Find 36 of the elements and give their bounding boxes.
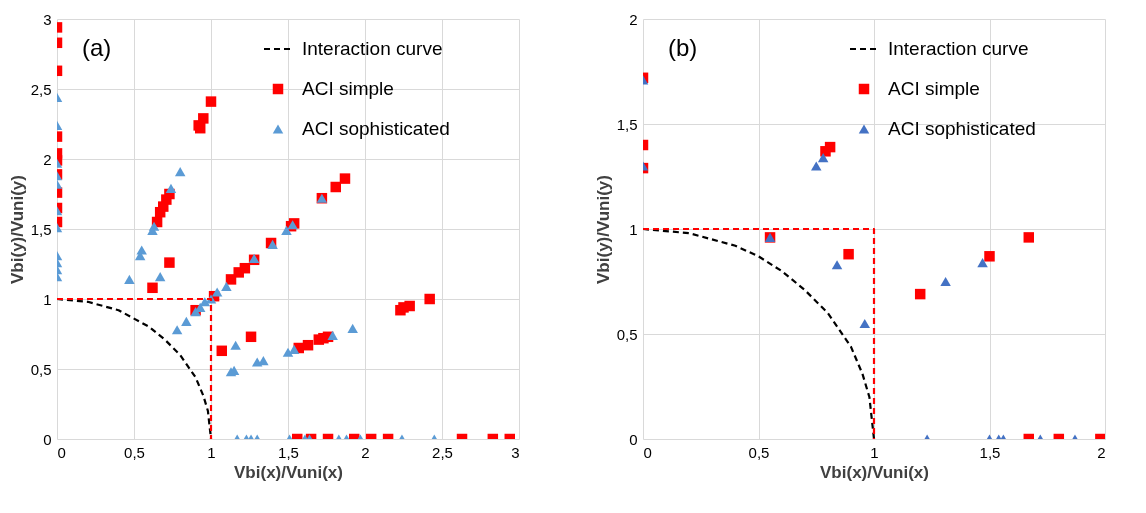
y-tick-label: 1,5 xyxy=(616,115,638,133)
x-tick-label: 0,5 xyxy=(748,443,770,461)
legend-label: Interaction curve xyxy=(302,38,443,59)
y-tick-label: 0 xyxy=(629,430,638,448)
legend-label: ACI simple xyxy=(302,78,394,99)
y-tick-label: 0 xyxy=(43,430,52,448)
legend-label: Interaction curve xyxy=(888,38,1029,59)
x-tick-label: 2,5 xyxy=(432,443,453,461)
x-tick-label: 1 xyxy=(870,443,879,461)
y-tick-label: 3 xyxy=(43,10,52,28)
legend-label: ACI simple xyxy=(888,78,980,99)
y-tick-label: 1,5 xyxy=(30,220,52,238)
y-tick-label: 0,5 xyxy=(616,325,638,343)
annotation: (a) xyxy=(82,34,112,61)
x-tick-label: 2 xyxy=(1097,443,1106,461)
y-tick-label: 2 xyxy=(43,150,52,168)
x-tick-label: 1,5 xyxy=(278,443,299,461)
x-tick-label: 0 xyxy=(643,443,652,461)
x-tick-label: 0 xyxy=(57,443,66,461)
annotation: (b) xyxy=(668,34,698,61)
x-axis-title: Vbi(x)/Vuni(x) xyxy=(820,462,929,482)
legend-label: ACI sophisticated xyxy=(888,118,1036,139)
x-tick-label: 3 xyxy=(511,443,520,461)
y-tick-label: 0,5 xyxy=(30,360,52,378)
y-tick-label: 2 xyxy=(629,10,638,28)
x-axis-title: Vbi(x)/Vuni(x) xyxy=(234,462,343,482)
y-tick-label: 2,5 xyxy=(30,80,52,98)
x-tick-label: 1 xyxy=(207,443,216,461)
y-axis-title: Vbi(y)/Vuni(y) xyxy=(7,175,27,284)
y-axis-title: Vbi(y)/Vuni(y) xyxy=(593,175,613,284)
y-tick-label: 1 xyxy=(43,290,52,308)
legend-label: ACI sophisticated xyxy=(302,118,450,139)
x-tick-label: 0,5 xyxy=(124,443,145,461)
y-tick-label: 1 xyxy=(629,220,638,238)
x-tick-label: 2 xyxy=(361,443,370,461)
x-tick-label: 1,5 xyxy=(979,443,1001,461)
